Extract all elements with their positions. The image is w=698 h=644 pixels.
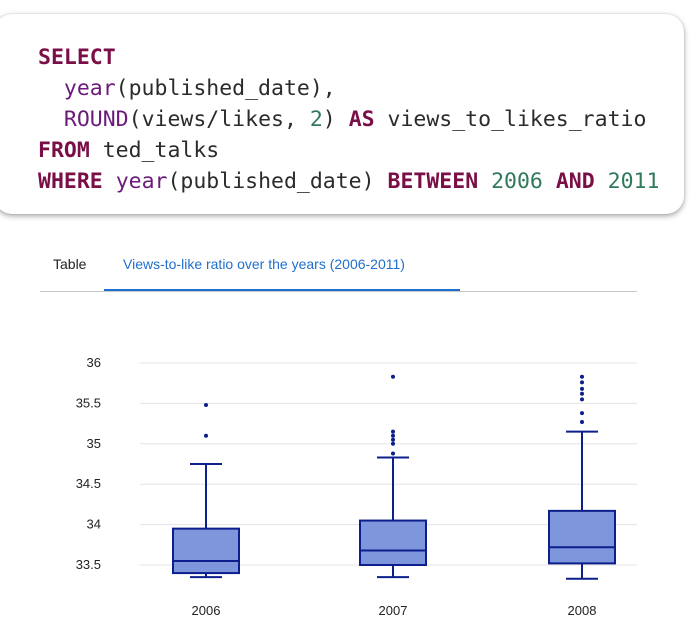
x-tick-label: 2007 <box>379 603 408 618</box>
y-tick-label: 33.5 <box>76 557 101 572</box>
sql-text: ted_talks <box>89 138 220 163</box>
sql-keyword-from: FROM <box>38 138 90 163</box>
sql-keyword-where: WHERE <box>38 169 103 194</box>
outlier-point <box>580 397 584 402</box>
outlier-point <box>391 451 395 456</box>
sql-number: 2006 <box>491 169 543 194</box>
tab-table[interactable]: Table <box>53 256 87 272</box>
sql-text: (published_date), <box>115 76 336 101</box>
sql-space <box>595 169 608 194</box>
tab-chart[interactable]: Views-to-like ratio over the years (2006… <box>123 256 405 272</box>
sql-text: (views/likes, <box>128 107 310 132</box>
outlier-point <box>580 391 584 396</box>
outlier-point <box>580 419 584 424</box>
result-tabs: Table Views-to-like ratio over the years… <box>40 248 637 292</box>
outlier-point <box>391 374 395 379</box>
sql-function-year: year <box>63 76 116 101</box>
sql-keyword-between: BETWEEN <box>387 169 479 194</box>
outlier-point <box>204 433 208 438</box>
sql-space <box>543 169 556 194</box>
outlier-point <box>391 441 395 446</box>
sql-number: 2 <box>309 107 323 132</box>
x-tick-label: 2006 <box>192 603 221 618</box>
outlier-point <box>580 411 584 416</box>
outlier-point <box>580 380 584 385</box>
outlier-point <box>580 386 584 391</box>
sql-keyword-select: SELECT <box>38 45 116 70</box>
box-plot-chart: 33.5 34 34.5 35 35.5 36 2006 2007 2008 <box>76 355 637 618</box>
outlier-point <box>391 437 395 442</box>
sql-text: (published_date) <box>167 169 388 194</box>
sql-function-year: year <box>115 169 168 194</box>
sql-space <box>103 169 116 194</box>
outlier-point <box>580 374 584 379</box>
y-tick-label: 35 <box>87 436 101 451</box>
y-tick-label: 34.5 <box>76 476 101 491</box>
outlier-point <box>391 433 395 438</box>
x-tick-label: 2008 <box>568 603 597 618</box>
active-tab-indicator <box>104 289 460 291</box>
y-tick-label: 35.5 <box>76 395 101 410</box>
y-tick-label: 34 <box>87 517 101 532</box>
sql-function-round: ROUND <box>63 107 129 132</box>
box-iqr <box>172 527 240 575</box>
outlier-point <box>204 403 208 408</box>
sql-code-block: SELECT year(published_date), ROUND(views… <box>38 42 684 197</box>
box-iqr <box>359 519 427 566</box>
y-tick-label: 36 <box>87 355 101 370</box>
outlier-point <box>391 429 395 434</box>
box-iqr <box>548 509 616 565</box>
sql-number: 2011 <box>607 169 660 194</box>
sql-space <box>478 169 491 194</box>
sql-code-card: SELECT year(published_date), ROUND(views… <box>0 14 684 214</box>
sql-keyword-and: AND <box>555 169 595 194</box>
sql-text: views_to_likes_ratio <box>374 107 647 132</box>
sql-text: ) <box>322 107 349 132</box>
sql-keyword-as: AS <box>348 107 375 132</box>
